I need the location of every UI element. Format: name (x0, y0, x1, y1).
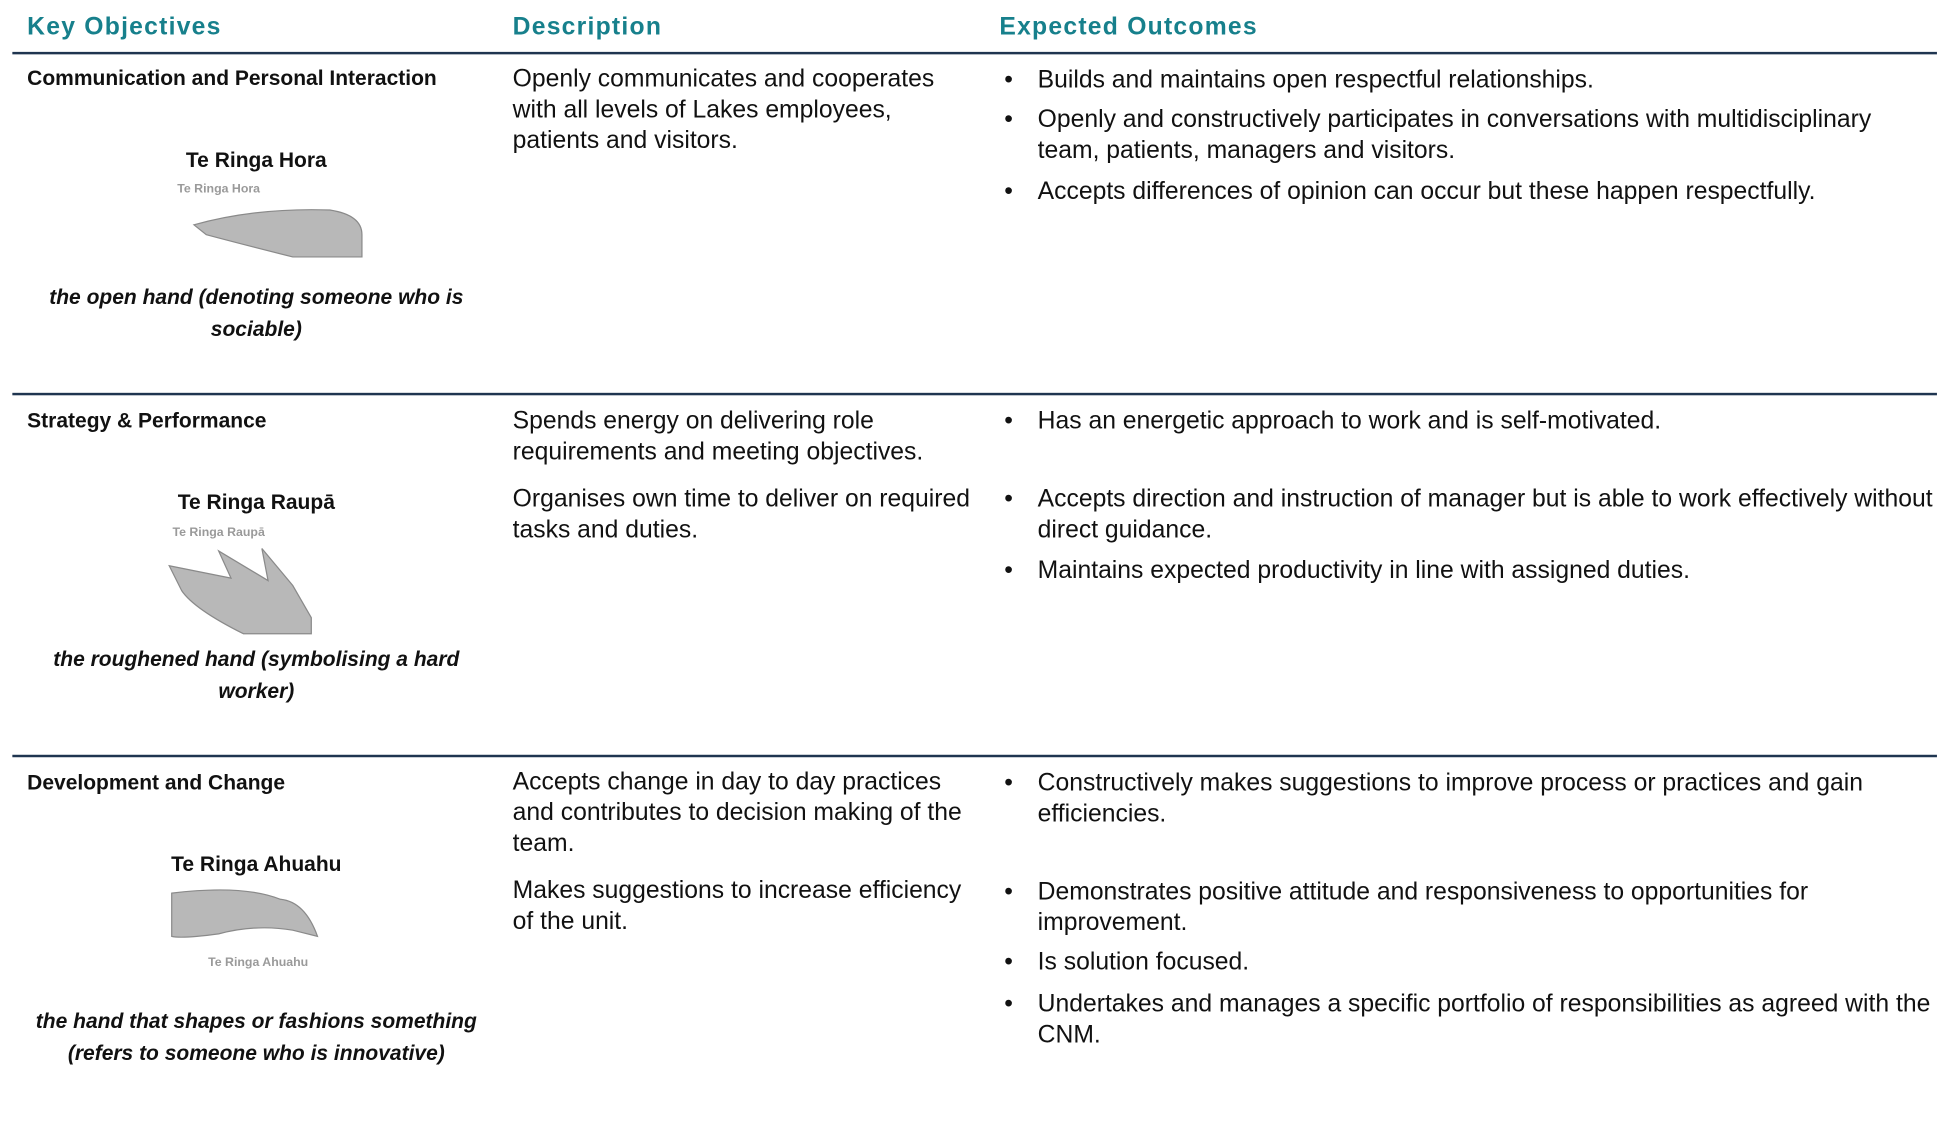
image-label: Te Ringa Raupā (172, 525, 264, 539)
objective-title: Strategy & Performance (27, 408, 267, 433)
outcome-text: Is solution focused. (1037, 948, 1250, 976)
outcome-text: Accepts direction and instruction of man… (1037, 485, 1933, 544)
bullet: • (1004, 878, 1013, 906)
hand-image: Te Ringa Raupā (168, 525, 312, 635)
maori-name: Te Ringa Hora (185, 148, 327, 172)
bullet: • (1004, 177, 1013, 206)
description-text: Accepts change in day to day practices a… (512, 768, 962, 858)
objective-title: Communication and Personal Interaction (27, 66, 437, 91)
hand-shape (192, 209, 363, 258)
outcome-text: Demonstrates positive attitude and respo… (1037, 878, 1809, 937)
objective-caption: the hand that shapes or fashions somethi… (35, 1009, 477, 1065)
image-label: Te Ringa Hora (177, 182, 260, 196)
outcome-text: Constructively makes suggestions to impr… (1037, 769, 1863, 828)
image-label: Te Ringa Ahuahu (208, 955, 308, 969)
bullet: • (1004, 990, 1013, 1018)
row-rule (12, 392, 1937, 396)
outcome-text: Openly and constructively participates i… (1037, 106, 1872, 165)
outcome-text: Accepts differences of opinion can occur… (1037, 177, 1816, 206)
hand-image: Te Ringa Hora (177, 182, 363, 258)
hand-shape (168, 548, 312, 635)
maori-name: Te Ringa Ahuahu (171, 852, 342, 876)
objective-title: Development and Change (27, 770, 286, 795)
bullet: • (1004, 769, 1013, 797)
outcome-text: Undertakes and manages a specific portfo… (1037, 990, 1931, 1049)
objective-caption: the open hand (denoting someone who is s… (49, 285, 464, 341)
bullet: • (1004, 557, 1013, 585)
hand-shape (171, 889, 319, 938)
bullet: • (1004, 407, 1013, 435)
hand-image: Te Ringa Ahuahu (171, 889, 319, 969)
description-text: Organises own time to deliver on require… (512, 485, 970, 544)
description-text: Spends energy on delivering role require… (512, 407, 924, 466)
objective-caption: the roughened hand (symbolising a hard w… (53, 647, 460, 703)
bullet: • (1004, 66, 1013, 94)
column-header: Expected Outcomes (999, 13, 1258, 41)
bullet: • (1004, 485, 1013, 513)
maori-name: Te Ringa Raupā (177, 490, 335, 514)
description-text: Openly communicates and cooperates with … (512, 65, 935, 155)
description-text: Makes suggestions to increase efficiency… (512, 877, 962, 936)
header-rule (12, 51, 1937, 55)
row-rule (12, 754, 1937, 758)
bullet: • (1004, 948, 1013, 976)
outcome-text: Has an energetic approach to work and is… (1037, 407, 1662, 435)
outcome-text: Maintains expected productivity in line … (1037, 557, 1690, 585)
column-header: Description (512, 13, 663, 41)
column-header: Key Objectives (27, 13, 222, 41)
outcome-text: Builds and maintains open respectful rel… (1037, 66, 1594, 94)
bullet: • (1004, 106, 1013, 134)
